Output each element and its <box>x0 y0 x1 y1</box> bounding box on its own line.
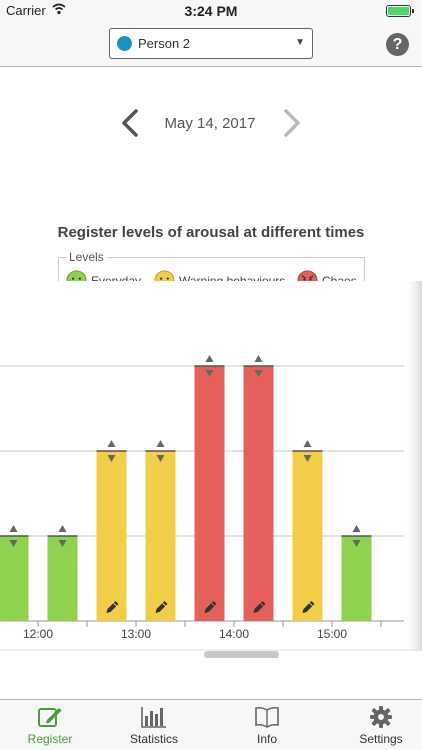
tab-statistics[interactable]: Statistics <box>104 700 204 750</box>
decrease-level-icon <box>352 540 361 547</box>
bar <box>194 366 225 621</box>
bar <box>145 451 176 621</box>
increase-level-icon <box>352 525 361 532</box>
tab-label: Register <box>27 732 73 746</box>
tab-info[interactable]: Info <box>217 700 317 750</box>
decrease-level-icon <box>254 370 263 377</box>
bar <box>47 536 78 621</box>
x-tick-label: 15:00 <box>317 627 347 641</box>
status-bar: Carrier 3:24 PM <box>0 0 422 22</box>
gear-icon <box>370 706 392 728</box>
chart-title: Register levels of arousal at different … <box>57 224 365 241</box>
nav-bar: Person 2 ▼ ? <box>0 22 422 67</box>
bar <box>243 366 274 621</box>
person-color-dot <box>117 36 132 51</box>
book-icon <box>255 706 279 728</box>
x-tick-label: 14:00 <box>219 627 249 641</box>
dropdown-caret-icon: ▼ <box>295 37 305 48</box>
tab-label: Statistics <box>129 732 178 746</box>
wifi-icon <box>52 3 66 15</box>
bar <box>292 451 323 621</box>
clock: 3:24 PM <box>184 3 238 19</box>
tab-register[interactable]: Register <box>0 700 100 750</box>
help-button[interactable]: ? <box>386 33 409 56</box>
carrier-label: Carrier <box>6 3 46 18</box>
bar <box>96 451 127 621</box>
decrease-level-icon <box>303 455 312 462</box>
legend-title: Levels <box>66 250 107 264</box>
increase-level-icon <box>205 355 214 362</box>
chart-scroll-shadow <box>404 281 422 651</box>
bar <box>0 536 29 621</box>
battery-icon <box>386 5 416 17</box>
tab-label: Settings <box>359 732 403 746</box>
decrease-level-icon <box>205 370 214 377</box>
increase-level-icon <box>107 440 116 447</box>
increase-level-icon <box>254 355 263 362</box>
chart-scrollbar[interactable] <box>204 651 279 658</box>
pencil-icon <box>204 601 217 613</box>
bar <box>341 536 372 621</box>
decrease-level-icon <box>107 455 116 462</box>
date-label: May 14, 2017 <box>164 115 256 132</box>
tab-settings[interactable]: Settings <box>331 700 422 750</box>
pencil-icon <box>253 601 266 613</box>
increase-level-icon <box>9 525 18 532</box>
next-date-button[interactable] <box>280 108 304 138</box>
decrease-level-icon <box>9 540 18 547</box>
increase-level-icon <box>58 525 67 532</box>
tab-label: Info <box>256 732 277 746</box>
pencil-icon <box>106 601 119 613</box>
previous-date-button[interactable] <box>118 108 142 138</box>
tab-bar: Register Statistics Info <box>0 699 422 750</box>
x-tick-label: 13:00 <box>121 627 151 641</box>
pencil-icon <box>155 601 168 613</box>
x-tick-label: 12:00 <box>23 627 53 641</box>
pencil-icon <box>302 601 315 613</box>
decrease-level-icon <box>156 455 165 462</box>
bar-chart-icon <box>141 707 166 728</box>
person-label: Person 2 <box>138 36 191 51</box>
decrease-level-icon <box>58 540 67 547</box>
person-select[interactable]: Person 2 ▼ <box>109 28 313 59</box>
register-edit-icon <box>38 708 62 727</box>
increase-level-icon <box>156 440 165 447</box>
increase-level-icon <box>303 440 312 447</box>
